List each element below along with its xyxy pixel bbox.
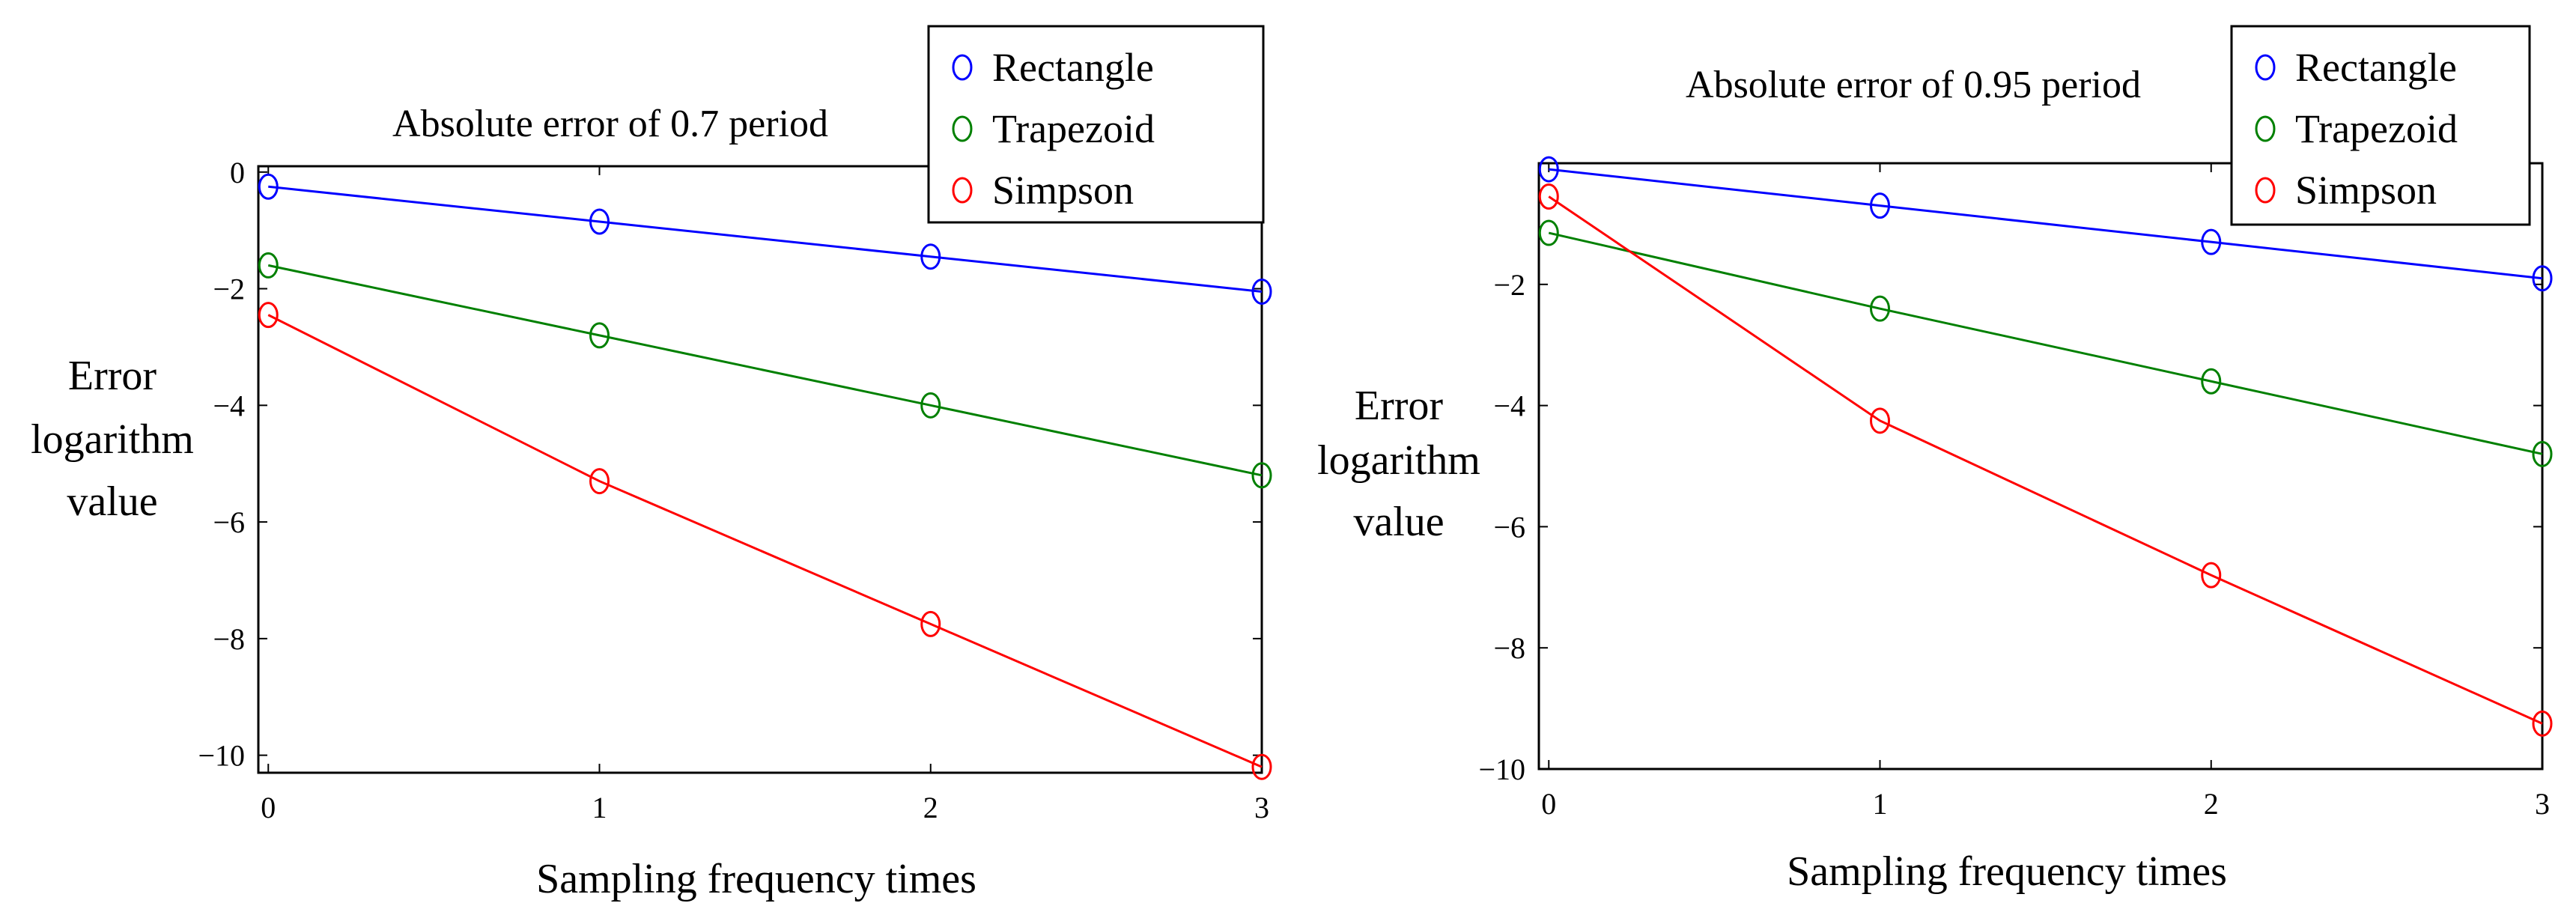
x-tick-label: 3 [2535, 787, 2550, 821]
y-axis-label-line: Error [68, 353, 157, 399]
data-point-trapezoid [1538, 219, 1559, 246]
legend-label-rectangle: Rectangle [992, 45, 1154, 90]
data-point-rectangle [258, 173, 279, 200]
data-point-simpson [2201, 562, 2222, 589]
y-tick-label: −2 [213, 273, 245, 306]
data-point-trapezoid [2201, 368, 2222, 395]
data-point-trapezoid [1251, 462, 1272, 489]
data-point-rectangle [1538, 156, 1559, 183]
series-line-simpson [267, 314, 1263, 768]
legend-marker-rectangle [952, 54, 973, 81]
legend-label-simpson: Simpson [2295, 168, 2437, 213]
data-point-simpson [920, 610, 941, 637]
data-point-rectangle [920, 243, 941, 270]
data-point-rectangle [1251, 278, 1272, 305]
data-point-rectangle [2201, 228, 2222, 255]
y-tick-label: 0 [230, 156, 245, 189]
y-tick-label: −8 [213, 622, 245, 656]
legend-label-rectangle: Rectangle [2295, 45, 2457, 90]
data-point-rectangle [1870, 192, 1891, 219]
data-point-rectangle [2532, 265, 2553, 292]
y-axis-label-line: Error [1355, 383, 1444, 429]
legend-marker-simpson [2255, 177, 2276, 204]
series-line-rectangle [1549, 168, 2543, 280]
legend-label-trapezoid: Trapezoid [992, 106, 1155, 151]
y-tick-label: −6 [1493, 510, 1525, 544]
legend-marker-trapezoid [952, 115, 973, 142]
y-tick-label: −8 [1493, 631, 1525, 665]
y-tick-label: −6 [213, 505, 245, 539]
chart-panel-1: 0 1 2 3 0 −2 −4 −6 −8 −10 Rectangle Trapezoid Simpso… [31, 25, 1272, 902]
data-point-trapezoid [589, 322, 610, 349]
plot-frame [257, 165, 1263, 774]
data-point-trapezoid [2532, 440, 2553, 467]
chart-title: Absolute error of 0.95 period [1686, 64, 2141, 106]
series-line-trapezoid [267, 264, 1263, 477]
legend-label-simpson: Simpson [992, 168, 1134, 213]
y-axis-label-line: logarithm [31, 416, 194, 463]
y-tick-label: −2 [1493, 268, 1525, 302]
series-line-trapezoid [1548, 231, 2543, 455]
data-point-simpson [1538, 183, 1559, 210]
chart-title: Absolute error of 0.7 period [392, 103, 828, 145]
chart-panel-2: 0 1 2 3 −2 −4 −6 −8 −10 Rectangle Trapezoid Simpson… [1317, 25, 2553, 895]
y-tick-label: −10 [1478, 753, 1525, 786]
x-axis-label: Sampling frequency times [536, 856, 976, 902]
y-axis-label-line: value [67, 478, 157, 525]
data-point-simpson [1870, 407, 1891, 434]
legend-box [2230, 25, 2531, 226]
legend-label-trapezoid: Trapezoid [2295, 106, 2458, 151]
series-line-simpson [1548, 195, 2543, 725]
y-axis-label-line: value [1353, 499, 1444, 545]
legend-marker-simpson [952, 177, 973, 204]
x-axis-label: Sampling frequency times [1787, 848, 2227, 895]
data-point-simpson [1251, 753, 1272, 780]
data-point-rectangle [589, 208, 610, 235]
data-point-simpson [589, 468, 610, 495]
legend-marker-rectangle [2255, 54, 2276, 81]
x-tick-label: 2 [923, 791, 938, 824]
x-tick-label: 0 [261, 791, 276, 824]
data-point-trapezoid [258, 252, 279, 279]
y-tick-label: −4 [1493, 389, 1525, 423]
y-tick-label: −4 [213, 389, 245, 422]
legend-box [927, 25, 1265, 224]
x-tick-label: 0 [1541, 787, 1556, 821]
x-tick-label: 3 [1254, 791, 1269, 824]
series-line-rectangle [268, 185, 1263, 293]
data-point-trapezoid [1870, 295, 1891, 322]
x-tick-label: 1 [1873, 787, 1888, 821]
data-point-trapezoid [920, 392, 941, 419]
legend-marker-trapezoid [2255, 115, 2276, 142]
x-tick-label: 1 [592, 791, 607, 824]
y-axis-label-line: logarithm [1317, 437, 1480, 484]
data-point-simpson [2532, 710, 2553, 737]
data-point-simpson [258, 302, 279, 329]
plot-frame [1537, 162, 2544, 770]
y-tick-label: −10 [198, 739, 245, 773]
x-tick-label: 2 [2204, 787, 2219, 821]
